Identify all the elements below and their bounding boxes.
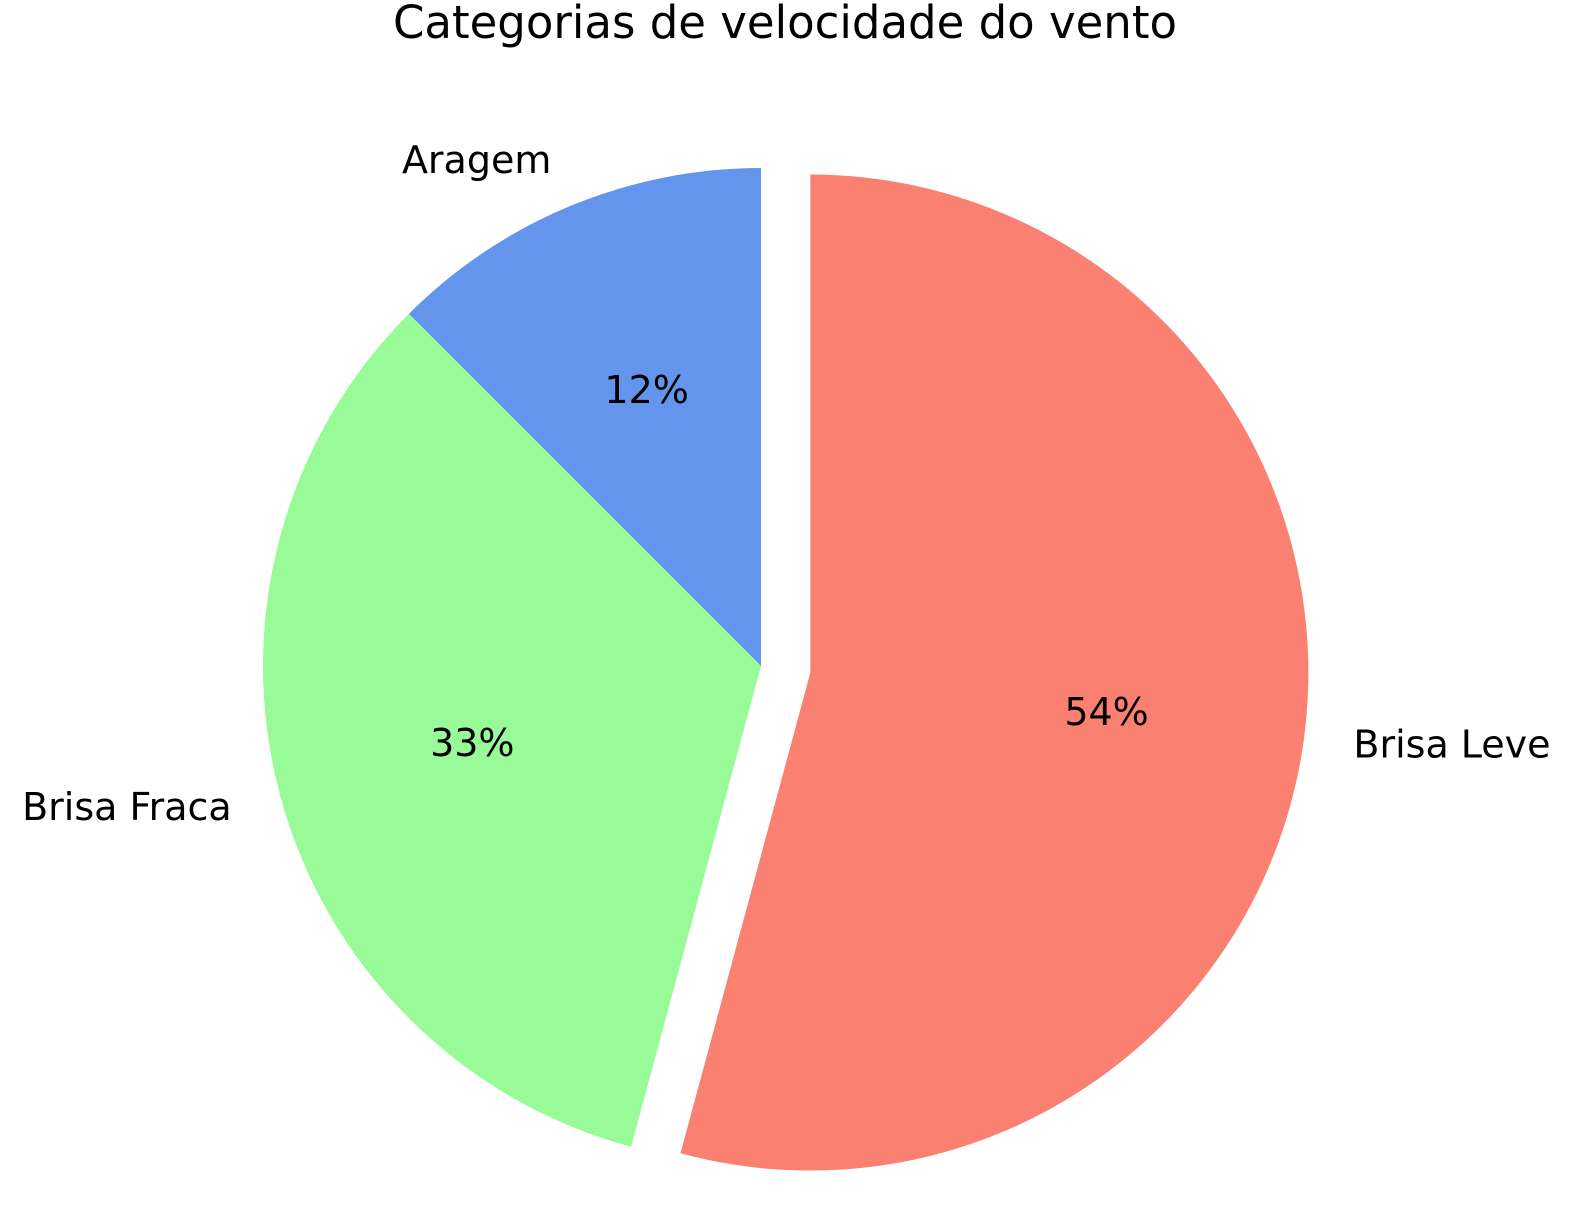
chart-title: Categorias de velocidade do vento [393,0,1177,49]
pie-slice-brisa-fraca [263,313,761,1147]
labels-layer: 12% Aragem 33% Brisa Fraca 54% Brisa Leve [22,138,1550,829]
slice-label-brisa-fraca: Brisa Fraca [22,785,232,829]
slice-label-brisa-leve: Brisa Leve [1353,723,1550,767]
pct-label-brisa-leve: 54% [1064,690,1148,734]
pct-label-brisa-fraca: 33% [430,721,514,765]
pie-slice-brisa-leve [680,174,1309,1171]
pie-slice-aragem [408,168,761,666]
pct-label-aragem: 12% [604,368,688,412]
slices-layer [263,168,1309,1171]
slice-label-aragem: Aragem [402,138,551,182]
